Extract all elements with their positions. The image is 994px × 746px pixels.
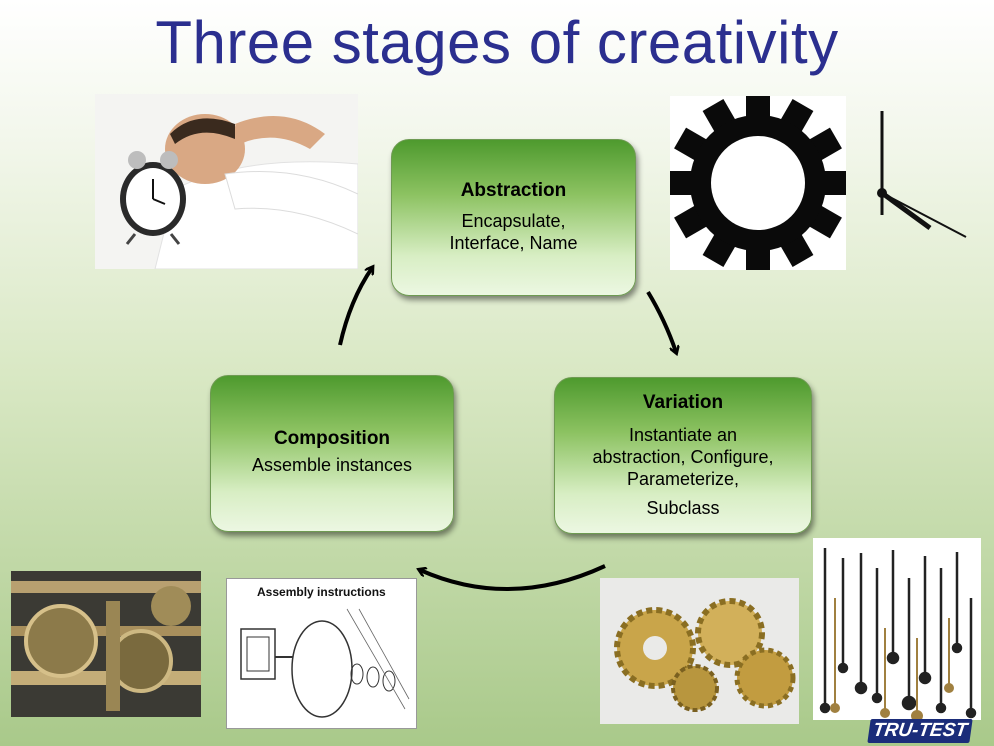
variation-line-3: Parameterize, [626,469,740,489]
gear-icon [670,96,846,270]
clockwork-photo [11,571,201,717]
abstraction-text: Encapsulate, Interface, Name [392,210,635,254]
clock-assembly-diagram [227,579,416,728]
abstraction-line-1: Encapsulate, [461,211,566,231]
composition-box: Composition Assemble instances [210,375,454,532]
variation-box: Variation Instantiate an abstraction, Co… [554,377,812,534]
variation-line-2: abstraction, Configure, [592,447,774,467]
composition-line-1: Assemble instances [251,455,413,475]
brass-gears-photo [600,578,799,724]
clock-hands-collection [813,538,981,720]
composition-heading: Composition [273,428,391,449]
clock-hands-collection-photo [813,538,981,720]
assembly-instructions-image: Assembly instructions [226,578,417,729]
variation-heading: Variation [642,392,724,413]
variation-line-4: Subclass [646,498,720,518]
gear-image [670,96,846,270]
alarm-clock-illustration [95,94,358,269]
arrow-variation-to-composition [420,564,606,592]
abstraction-heading: Abstraction [460,180,567,201]
assembly-caption: Assembly instructions [257,585,386,599]
variation-line-1: Instantiate an [628,425,738,445]
slide-title: Three stages of creativity [155,9,839,76]
abstraction-box: Abstraction Encapsulate, Interface, Name [391,139,636,296]
arrow-composition-to-abstraction [338,268,372,346]
brass-gears-illustration [600,578,799,724]
abstraction-line-2: Interface, Name [449,233,578,253]
clockwork-illustration [11,571,201,717]
arrow-abstraction-to-variation [646,290,676,352]
variation-text: Instantiate an abstraction, Configure, P… [555,424,811,490]
alarm-clock-photo [95,94,358,269]
